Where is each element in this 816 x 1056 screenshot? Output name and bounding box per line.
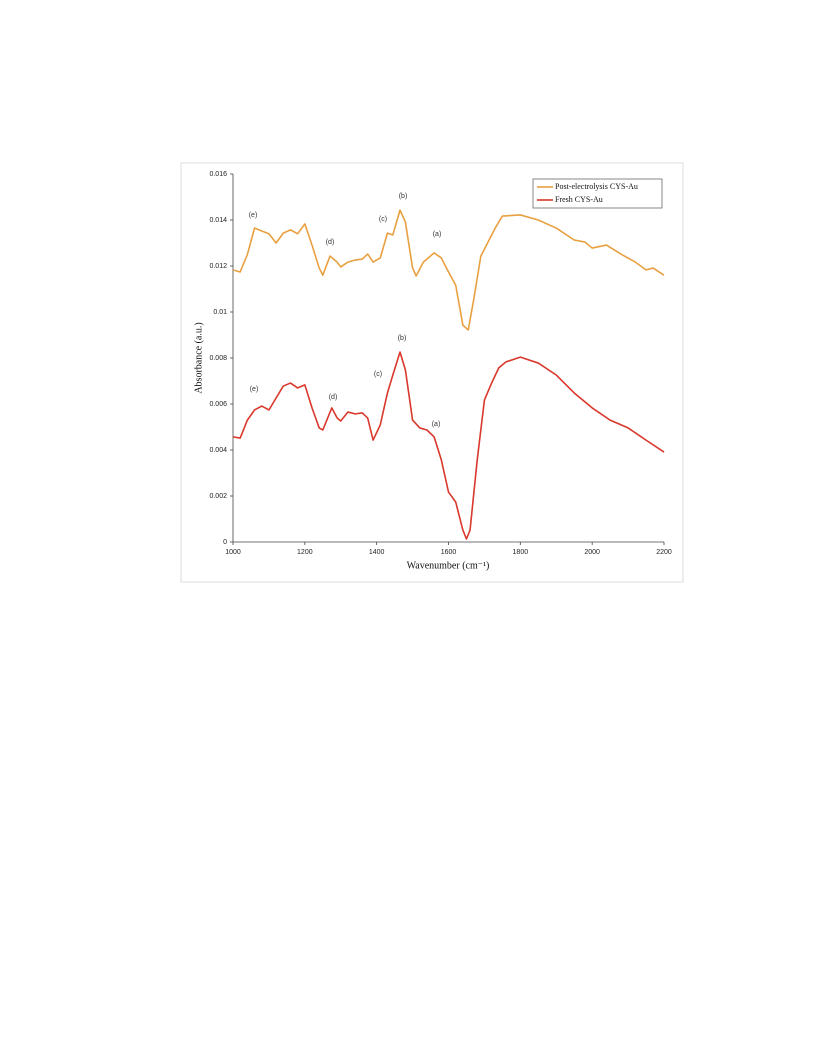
annotation: (d) [326,239,335,246]
x-tick-label: 1800 [513,549,529,556]
y-axis-title: Absorbance (a.u.) [193,322,204,393]
annotation: (c) [379,216,387,223]
x-tick-label: 1400 [369,549,385,556]
y-tick-label: 0.012 [209,263,227,270]
x-tick-label: 2000 [584,549,600,556]
y-tick-label: 0.006 [209,401,227,408]
y-tick-label: 0 [223,539,227,546]
y-tick-label: 0.002 [209,493,227,500]
annotation: (a) [433,231,442,238]
annotation: (d) [329,394,338,401]
y-tick-label: 0.01 [213,309,227,316]
data-line [232,209,665,331]
x-axis-title: Wavenumber (cm⁻¹) [407,560,490,571]
figure-frame [180,162,684,583]
y-tick-label: 0.008 [209,355,227,362]
y-tick-label: 0.016 [209,171,227,178]
legend-label: Fresh CYS-Au [555,195,603,204]
annotation: (e) [249,212,258,219]
annotation: (a) [432,421,441,428]
y-tick-label: 0.014 [209,217,227,224]
legend-label: Post-electrolysis CYS-Au [555,182,638,191]
x-tick-label: 1000 [225,549,241,556]
x-tick-label: 1600 [441,549,457,556]
x-tick-label: 2200 [656,549,672,556]
annotation: (e) [250,386,259,393]
annotation: (b) [399,193,408,200]
legend-box [532,178,663,209]
data-line [232,351,665,540]
annotation: (c) [374,371,382,378]
x-tick-label: 1200 [297,549,313,556]
annotation: (b) [398,335,407,342]
y-tick-label: 0.004 [209,447,227,454]
